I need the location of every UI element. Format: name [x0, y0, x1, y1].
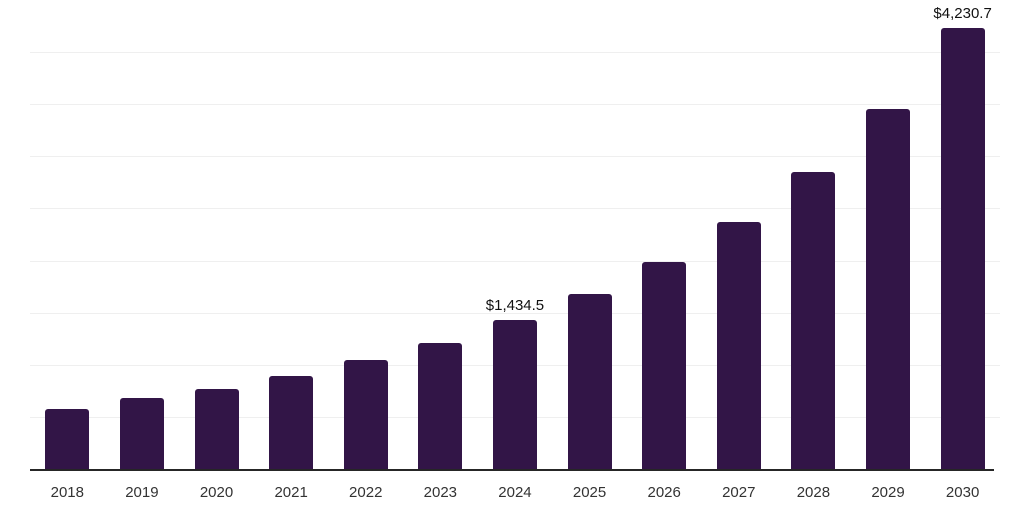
bar-2022	[343, 360, 388, 470]
gridline	[30, 312, 1000, 314]
bar-column-2028	[776, 0, 851, 470]
gridline	[30, 208, 1000, 210]
x-axis-label-2026: 2026	[647, 484, 681, 501]
bar-2019	[119, 398, 164, 470]
bar-2021	[269, 376, 314, 470]
x-axis-label-2027: 2027	[722, 484, 756, 501]
x-axis-line	[30, 469, 994, 471]
bar-2026	[642, 262, 687, 470]
bar-2024	[492, 320, 537, 470]
bar-2025	[567, 294, 612, 470]
bar-2018	[45, 408, 90, 470]
bar-2020	[194, 388, 239, 470]
x-axis-label-2028: 2028	[796, 484, 831, 501]
bar-column-2024: $1,434.5	[478, 0, 553, 470]
x-axis-label-2025: 2025	[572, 484, 607, 501]
bar-2028	[791, 172, 836, 470]
gridline	[30, 156, 1000, 158]
x-axis-tick-labels: 2018 2019 2020 2021 2022 2023 2024 2025 2026 2027…	[30, 484, 1000, 502]
bar-2030	[940, 28, 985, 470]
bar-column-2029	[851, 0, 926, 470]
bar-2027	[716, 222, 761, 470]
bar-column-2023	[403, 0, 478, 470]
x-axis-label-2029: 2029	[871, 484, 905, 501]
x-axis-label-2024: 2024	[498, 484, 532, 501]
bar-column-2027	[701, 0, 776, 470]
bar-column-2021	[254, 0, 329, 470]
x-axis-label-2023: 2023	[423, 484, 458, 501]
bar-value-label-2030: $4,230.7	[933, 5, 992, 23]
bar-column-2019	[105, 0, 180, 470]
bar-column-2025	[552, 0, 627, 470]
x-axis-label-2018: 2018	[50, 484, 84, 501]
bar-2023	[418, 342, 463, 470]
bar-column-2022	[328, 0, 403, 470]
x-axis-label-2022: 2022	[349, 484, 383, 501]
gridline	[30, 260, 1000, 262]
plot-area: $1,434.5 $4,230.7	[30, 0, 1000, 470]
x-axis-label-2019: 2019	[125, 484, 159, 501]
bar-column-2030: $4,230.7	[925, 0, 1000, 470]
bar-column-2020	[179, 0, 254, 470]
x-axis-label-2030: 2030	[945, 484, 980, 501]
gridline	[30, 51, 1000, 53]
bar-value-label-2024: $1,434.5	[485, 297, 545, 315]
bars-layer: $1,434.5 $4,230.7	[30, 0, 1000, 470]
x-axis-label-2021: 2021	[274, 484, 308, 501]
bar-2029	[866, 109, 910, 470]
x-axis-label-2020: 2020	[199, 484, 234, 501]
bar-column-2026	[627, 0, 702, 470]
gridline	[30, 103, 1000, 105]
bar-column-2018	[30, 0, 105, 470]
